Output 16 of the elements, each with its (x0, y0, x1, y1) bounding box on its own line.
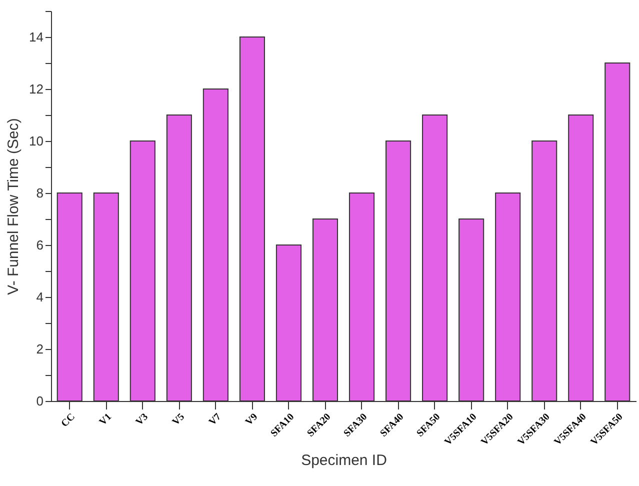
y-tick-label: 12 (29, 82, 44, 96)
y-axis-title: V- Funnel Flow Time (Sec) (5, 118, 22, 295)
x-tick-label: V7 (207, 412, 224, 428)
y-tick-label: 10 (29, 134, 44, 148)
y-tick-label: 0 (36, 394, 44, 408)
y-tick-label: 8 (36, 186, 44, 200)
x-axis-title: Specimen ID (301, 452, 388, 470)
y-tick-label: 14 (29, 30, 44, 44)
x-tick-label: V1 (97, 412, 114, 428)
x-tick-label: V3 (134, 412, 150, 428)
x-tick-label: V9 (244, 412, 260, 428)
y-tick-label: 2 (36, 342, 44, 356)
y-tick-label: 4 (36, 290, 44, 304)
x-tick-label: V5 (170, 412, 187, 428)
y-tick-label: 6 (36, 238, 44, 252)
x-tick-label: CC (59, 412, 78, 430)
